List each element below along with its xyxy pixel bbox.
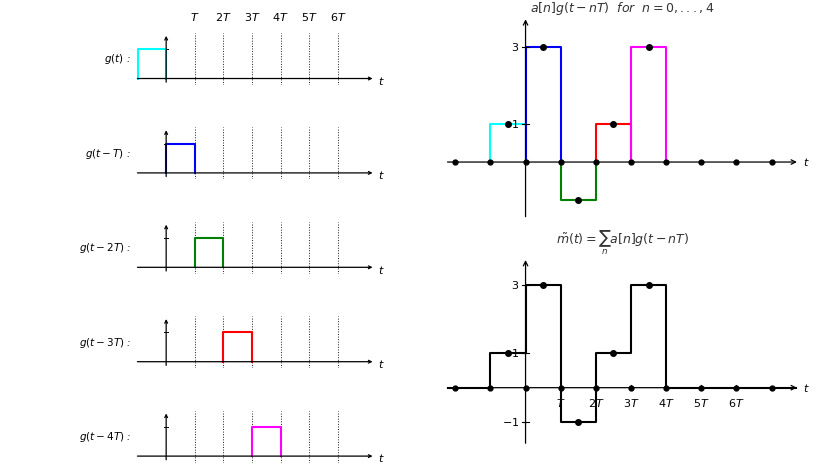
Text: $2T$: $2T$ — [588, 397, 604, 409]
Text: $2T$: $2T$ — [215, 11, 232, 23]
Text: $g(t-T)$ :: $g(t-T)$ : — [86, 147, 131, 161]
Text: $t$: $t$ — [378, 75, 384, 87]
Text: $6T$: $6T$ — [330, 11, 347, 23]
Text: $g(t-3T)$ :: $g(t-3T)$ : — [79, 336, 131, 350]
Text: $5T$: $5T$ — [693, 397, 710, 409]
Text: $5T$: $5T$ — [301, 11, 317, 23]
Text: $3T$: $3T$ — [623, 397, 639, 409]
Text: $t$: $t$ — [803, 382, 810, 394]
Text: $t$: $t$ — [378, 358, 384, 370]
Text: $3$: $3$ — [511, 41, 519, 53]
Text: $4T$: $4T$ — [658, 397, 675, 409]
Text: $g(t-2T)$ :: $g(t-2T)$ : — [79, 241, 131, 255]
Text: $1$: $1$ — [512, 347, 519, 359]
Text: $4T$: $4T$ — [273, 11, 289, 23]
Text: $t$: $t$ — [378, 453, 384, 464]
Text: $3$: $3$ — [511, 278, 519, 291]
Text: $T$: $T$ — [556, 397, 565, 409]
Text: $t$: $t$ — [378, 264, 384, 276]
Text: $g(t-4T)$ :: $g(t-4T)$ : — [79, 430, 131, 444]
Text: $-1$: $-1$ — [502, 416, 519, 428]
Text: $T$: $T$ — [190, 11, 200, 23]
Text: $g(t)$ :: $g(t)$ : — [104, 52, 131, 67]
Title: $\tilde{m}(t) = \sum_n a[n]g(t-nT)$: $\tilde{m}(t) = \sum_n a[n]g(t-nT)$ — [556, 229, 689, 257]
Text: $t$: $t$ — [378, 169, 384, 181]
Text: $3T$: $3T$ — [244, 11, 260, 23]
Text: $t$: $t$ — [803, 156, 810, 168]
Text: $1$: $1$ — [512, 118, 519, 130]
Title: $a[n]g(t-nT)$  for  $n=0,...,4$: $a[n]g(t-nT)$ for $n=0,...,4$ — [530, 0, 714, 17]
Text: $6T$: $6T$ — [728, 397, 745, 409]
